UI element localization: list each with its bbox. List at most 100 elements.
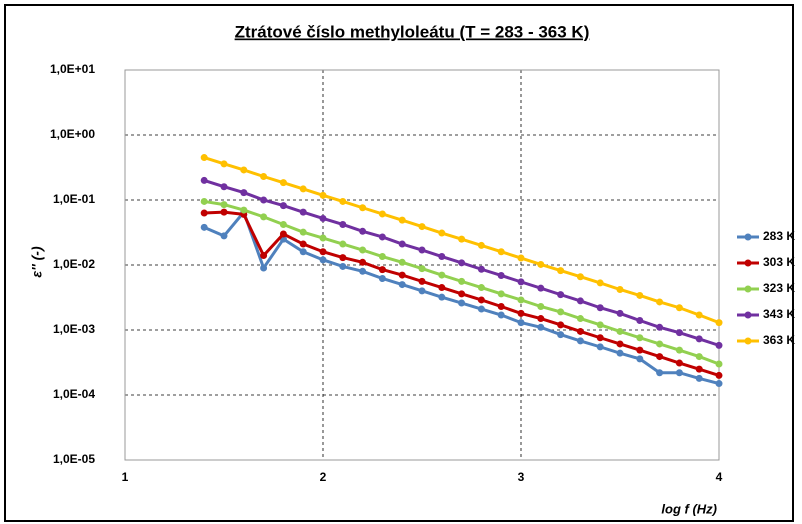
point <box>418 287 426 295</box>
point <box>616 340 624 348</box>
point <box>596 343 604 351</box>
point <box>319 256 327 264</box>
point <box>596 334 604 342</box>
point <box>240 206 248 214</box>
point <box>557 267 565 275</box>
point <box>398 216 406 224</box>
point <box>636 346 644 354</box>
point <box>557 308 565 316</box>
point <box>537 260 545 268</box>
point <box>418 223 426 231</box>
point <box>616 349 624 357</box>
point <box>378 274 386 282</box>
point <box>458 290 466 298</box>
point <box>339 197 347 205</box>
point <box>359 258 367 266</box>
x-axis-label: log f (Hz) <box>661 501 717 516</box>
point <box>260 264 268 272</box>
point <box>418 277 426 285</box>
point <box>299 248 307 256</box>
y-tick-label: 1,0E-04 <box>53 387 95 401</box>
x-tick-label: 2 <box>320 470 327 484</box>
legend-marker <box>744 233 752 241</box>
point <box>200 176 208 184</box>
point <box>715 319 723 327</box>
point <box>339 254 347 262</box>
point <box>675 346 683 354</box>
point <box>359 204 367 212</box>
point <box>279 202 287 210</box>
legend-label: 323 K <box>763 281 795 295</box>
point <box>477 296 485 304</box>
point <box>695 374 703 382</box>
point <box>339 220 347 228</box>
point <box>319 248 327 256</box>
point <box>695 335 703 343</box>
point <box>279 179 287 187</box>
legend-marker <box>744 259 752 267</box>
point <box>675 359 683 367</box>
point <box>458 299 466 307</box>
point <box>636 317 644 325</box>
point <box>656 340 664 348</box>
point <box>537 323 545 331</box>
point <box>240 189 248 197</box>
point <box>517 309 525 317</box>
point <box>675 304 683 312</box>
point <box>378 233 386 241</box>
legend-marker <box>744 285 752 293</box>
point <box>715 380 723 388</box>
point <box>497 248 505 256</box>
point <box>576 273 584 281</box>
chart-title: Ztrátové číslo methyloleátu (T = 283 - 3… <box>235 22 590 41</box>
point <box>200 197 208 205</box>
point <box>438 253 446 261</box>
point <box>200 154 208 162</box>
point <box>576 327 584 335</box>
point <box>517 254 525 262</box>
point <box>378 253 386 261</box>
point <box>398 271 406 279</box>
point <box>220 232 228 240</box>
point <box>359 227 367 235</box>
point <box>675 329 683 337</box>
point <box>398 281 406 289</box>
point <box>220 160 228 168</box>
point <box>260 196 268 204</box>
point <box>517 296 525 304</box>
legend-label: 363 K <box>763 333 795 347</box>
point <box>695 311 703 319</box>
legend-marker <box>744 337 752 345</box>
point <box>477 284 485 292</box>
y-tick-label: 1,0E-03 <box>53 322 95 336</box>
point <box>616 309 624 317</box>
point <box>477 305 485 313</box>
point <box>616 327 624 335</box>
point <box>695 365 703 373</box>
legend-label: 283 K <box>763 229 795 243</box>
point <box>616 285 624 293</box>
point <box>497 302 505 310</box>
point <box>299 228 307 236</box>
legend-marker <box>744 311 752 319</box>
x-tick-label: 3 <box>518 470 525 484</box>
y-tick-label: 1,0E+00 <box>50 127 95 141</box>
plot-border <box>124 69 720 461</box>
legend-label: 303 K <box>763 255 795 269</box>
point <box>418 265 426 273</box>
point <box>260 213 268 221</box>
point <box>220 208 228 216</box>
point <box>576 297 584 305</box>
point <box>299 185 307 193</box>
point <box>557 291 565 299</box>
point <box>339 240 347 248</box>
point <box>458 259 466 267</box>
point <box>497 311 505 319</box>
point <box>200 209 208 217</box>
point <box>279 220 287 228</box>
point <box>557 331 565 339</box>
point <box>497 290 505 298</box>
point <box>636 334 644 342</box>
point <box>438 284 446 292</box>
